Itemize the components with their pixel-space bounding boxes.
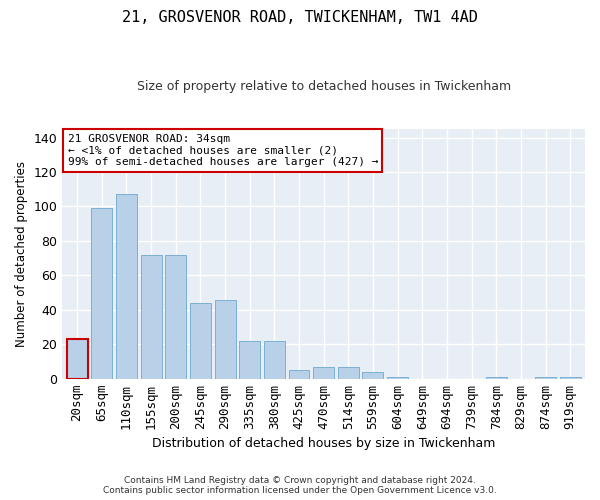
Bar [239, 341, 260, 379]
Text: 21 GROSVENOR ROAD: 34sqm
← <1% of detached houses are smaller (2)
99% of semi-de: 21 GROSVENOR ROAD: 34sqm ← <1% of detach… [68, 134, 378, 167]
Bar [535, 377, 556, 379]
Bar [338, 366, 359, 379]
Bar [560, 377, 581, 379]
Bar [91, 208, 112, 379]
Title: Size of property relative to detached houses in Twickenham: Size of property relative to detached ho… [137, 80, 511, 93]
Bar [387, 377, 408, 379]
Bar [140, 254, 161, 379]
Bar [215, 300, 236, 379]
Bar [165, 254, 186, 379]
Bar [289, 370, 310, 379]
Bar [362, 372, 383, 379]
Bar [67, 339, 88, 379]
X-axis label: Distribution of detached houses by size in Twickenham: Distribution of detached houses by size … [152, 437, 496, 450]
Bar [116, 194, 137, 379]
Bar [190, 303, 211, 379]
Bar [264, 341, 285, 379]
Text: Contains HM Land Registry data © Crown copyright and database right 2024.
Contai: Contains HM Land Registry data © Crown c… [103, 476, 497, 495]
Bar [313, 366, 334, 379]
Text: 21, GROSVENOR ROAD, TWICKENHAM, TW1 4AD: 21, GROSVENOR ROAD, TWICKENHAM, TW1 4AD [122, 10, 478, 25]
Y-axis label: Number of detached properties: Number of detached properties [15, 161, 28, 347]
Bar [486, 377, 507, 379]
